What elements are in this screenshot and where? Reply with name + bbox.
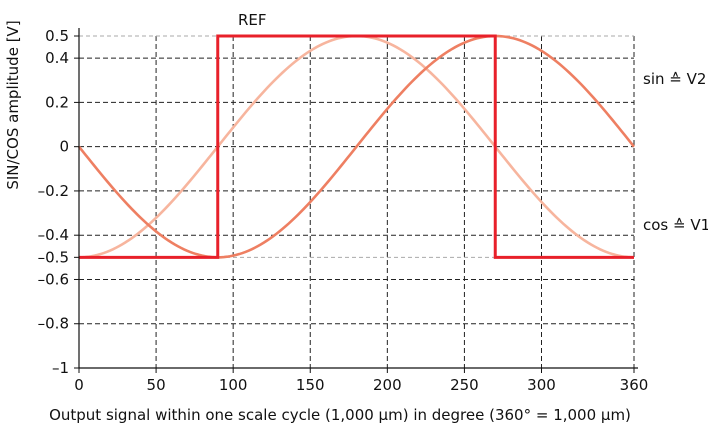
- x-axis-label: Output signal within one scale cycle (1,…: [49, 406, 631, 424]
- y-tick-label: 0.2: [45, 93, 69, 111]
- cos-v1-line: [77, 34, 636, 259]
- x-tick-label: 100: [219, 376, 248, 394]
- y-tick-label: 0: [59, 138, 69, 156]
- y-tick-label: –0.2: [38, 182, 69, 200]
- y-tick-label: –0.8: [38, 315, 69, 333]
- x-tick-label: 250: [450, 376, 479, 394]
- axes: [74, 28, 638, 373]
- ref-line: [79, 34, 634, 259]
- x-tick-label: 50: [147, 376, 166, 394]
- x-tick-label: 0: [74, 376, 84, 394]
- ref-annotation: REF: [238, 11, 267, 29]
- y-tick-label: –0.5: [38, 248, 69, 266]
- x-tick-label: 300: [527, 376, 556, 394]
- y-tick-label: 0.5: [45, 27, 69, 45]
- y-axis-label: SIN/COS amplitude [V]: [4, 20, 22, 189]
- y-tick-label: –1: [52, 359, 69, 377]
- y-tick-label: –0.6: [38, 270, 69, 288]
- y-tick-label: –0.4: [38, 226, 69, 244]
- tick-labels: 0 50 100 150 200 250 300 360 0.5 0.4 0.2 0 –0.2 –0.4 –…: [38, 27, 649, 394]
- grid: [79, 35, 635, 368]
- x-tick-label: 360: [620, 376, 649, 394]
- sin-annotation: sin ≙ V2: [643, 70, 706, 88]
- curves: [77, 34, 636, 259]
- x-tick-label: 200: [373, 376, 402, 394]
- x-tick-label: 150: [296, 376, 325, 394]
- cos-annotation: cos ≙ V1: [643, 216, 708, 234]
- y-tick-label: 0.4: [45, 49, 69, 67]
